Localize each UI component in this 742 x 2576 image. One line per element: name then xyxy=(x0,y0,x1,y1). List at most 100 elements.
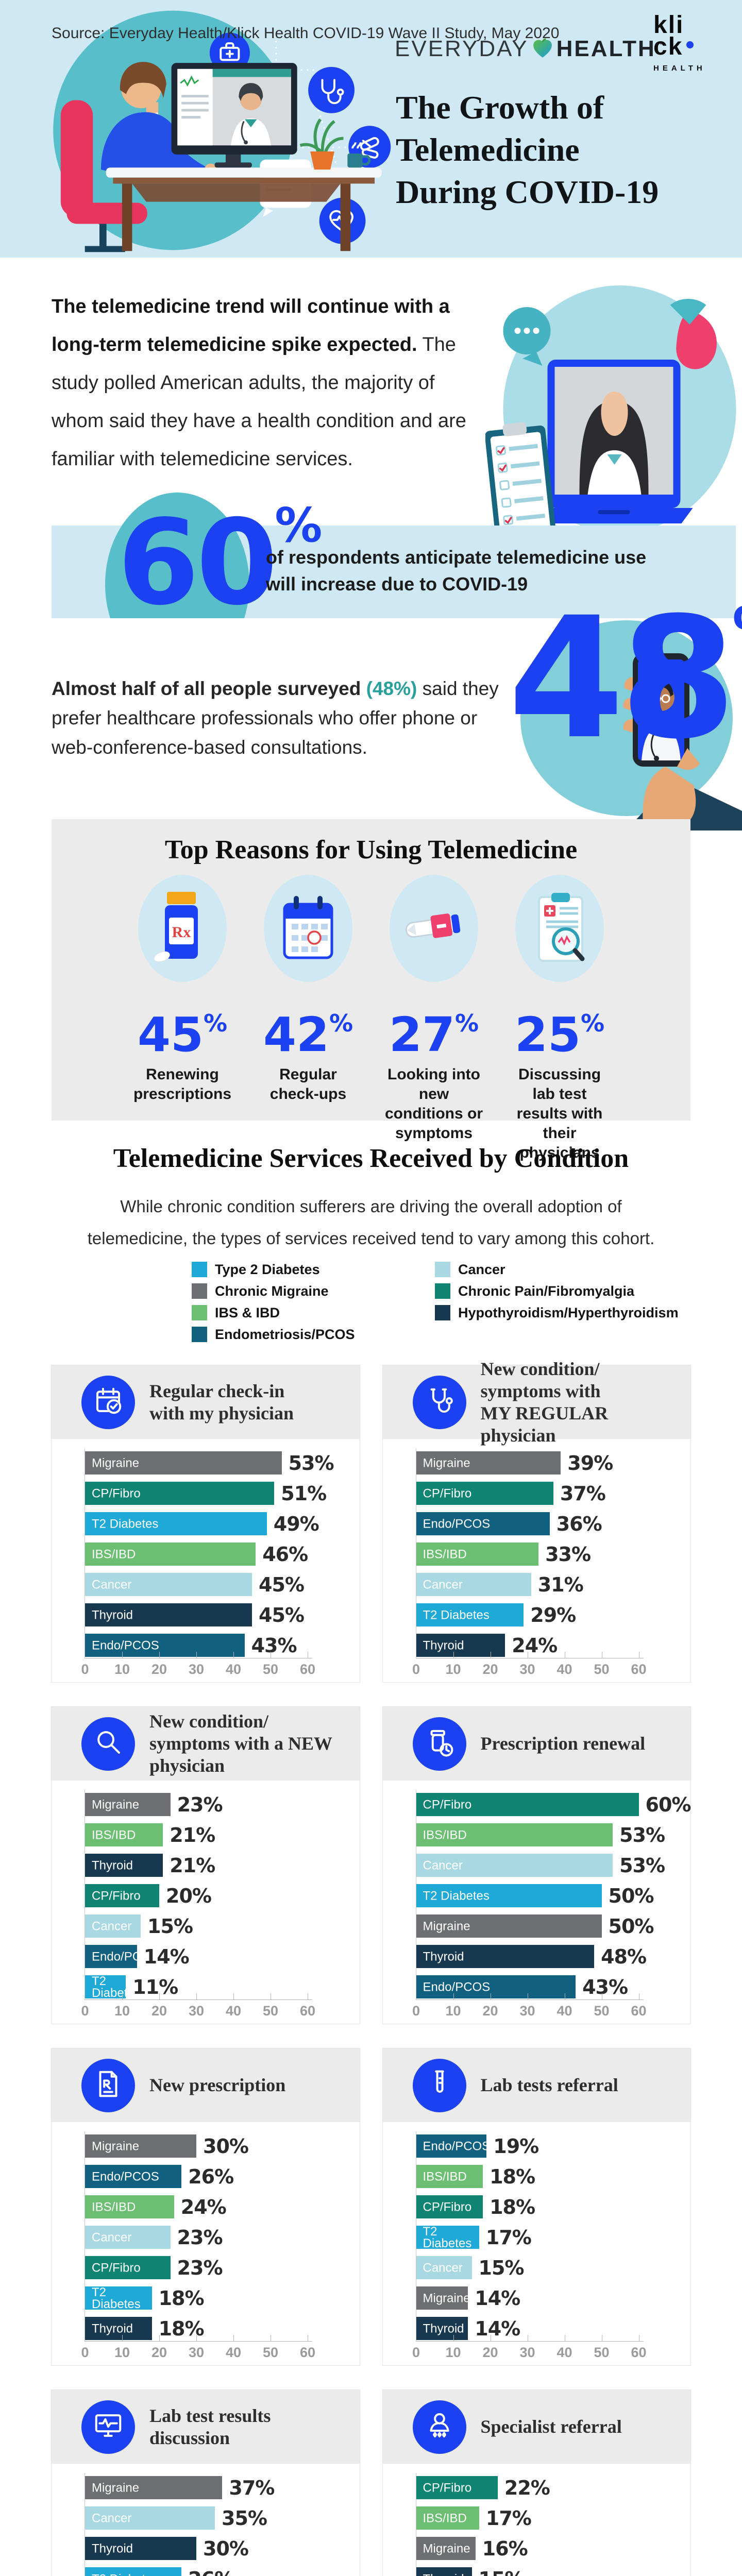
chart-title-line: symptoms with a NEW xyxy=(149,1733,333,1754)
bar: Endo/PCOS xyxy=(416,1975,576,1998)
x-axis-tick-label: 0 xyxy=(412,1662,420,1677)
bar-value-label: 36% xyxy=(556,1513,602,1535)
bar-value-label: 17% xyxy=(485,2507,532,2530)
bar: CP/Fibro xyxy=(85,2256,171,2279)
bar: Thyroid xyxy=(416,1634,505,1657)
x-axis-tick-label: 50 xyxy=(594,1662,610,1677)
title-line-1: The Growth of xyxy=(396,89,604,126)
bar-value-label: 15% xyxy=(479,2568,525,2576)
bar-category-label: Cancer xyxy=(92,1919,132,1933)
bar-value-label: 14% xyxy=(143,1945,190,1968)
chart-title-line: New condition/ xyxy=(149,1711,269,1732)
bar-category-label: Thyroid xyxy=(423,1638,464,1652)
legend-label: IBS & IBD xyxy=(215,1304,280,1320)
x-axis-tick-label: 20 xyxy=(151,2003,167,2019)
bar-category-label: Cancer xyxy=(92,2230,132,2244)
bar-category-label: T2 Diabetes xyxy=(92,2285,141,2311)
bar-category-label: CP/Fibro xyxy=(423,2200,472,2214)
chart-card-header: Regular check-in with my physician xyxy=(52,1365,360,1439)
bar: T2 Diabetes xyxy=(416,1603,524,1626)
chart-card-header: Specialist referral xyxy=(382,2390,690,2464)
x-axis-tick-label: 50 xyxy=(262,2003,279,2019)
bar-category-label: Endo/PCOS xyxy=(92,1950,159,1963)
x-axis-tick xyxy=(122,1993,123,1999)
trademark: ™ xyxy=(656,40,666,48)
bar-value-label: 21% xyxy=(170,1854,215,1877)
reason-value: 45% xyxy=(137,1007,228,1062)
bar-value-label: 48% xyxy=(601,1945,647,1968)
stat-60-caption: of respondents anticipate telemedicine u… xyxy=(266,544,646,598)
bar: Migraine xyxy=(85,1793,171,1816)
clipboard xyxy=(485,422,556,538)
legend-label: Endometriosis/PCOS xyxy=(215,1326,355,1342)
bar-value-label: 24% xyxy=(180,2196,227,2218)
source-text: Source: Everyday Health/Klick Health COV… xyxy=(52,25,560,42)
heart-apple-icon xyxy=(533,38,552,58)
telemedicine-desk-illustration xyxy=(53,10,391,252)
chart-title-line: symptoms with xyxy=(480,1380,601,1401)
chart-title: New prescription xyxy=(149,2074,285,2096)
x-axis-tick-label: 20 xyxy=(151,1662,167,1677)
chart-icon-circle xyxy=(81,1717,135,1771)
bar: IBS/IBD xyxy=(85,2195,174,2218)
bar-category-label: IBS/IBD xyxy=(423,1547,467,1561)
x-axis-tick-label: 40 xyxy=(556,2003,572,2019)
bar-category-label: T2 Diabetes xyxy=(423,1889,490,1903)
reason-value: 25% xyxy=(514,1007,605,1062)
bar: CP/Fibro xyxy=(416,1482,553,1505)
bar: Cancer xyxy=(416,1573,531,1596)
chart-title: Prescription renewal xyxy=(481,1733,646,1755)
bar-value-label: 22% xyxy=(504,2477,550,2499)
bar-category-label: IBS/IBD xyxy=(92,1547,136,1561)
chart-title-line: MY REGULAR physician xyxy=(480,1402,609,1446)
reason-item: 27% Looking into new conditions or sympto… xyxy=(380,875,487,1163)
legend-item: Chronic Migraine xyxy=(192,1280,355,1302)
bar: Cancer xyxy=(85,2226,171,2249)
legend-column-left: Type 2 Diabetes Chronic Migraine IBS & IBD… xyxy=(192,1259,355,1345)
bar-value-label: 60% xyxy=(645,1793,692,1816)
bar-value-label: 45% xyxy=(259,1573,305,1596)
bar: Migraine xyxy=(85,2476,223,2499)
chart-plot-area: Migraine 30% Endo/PCOS 26% IBS/IBD 24% Cancer 2… xyxy=(52,2122,360,2365)
intro-body-text: The study polled American adults, the ma… xyxy=(52,334,466,470)
x-axis-tick-label: 20 xyxy=(482,2003,498,2019)
chart-card-header: New condition/symptoms with a NEW physici… xyxy=(52,1707,360,1781)
bar-value-label: 35% xyxy=(222,2507,267,2530)
bar: CP/Fibro xyxy=(85,1884,159,1907)
bar-value-label: 20% xyxy=(166,1885,212,1907)
bar-category-label: Thyroid xyxy=(423,2573,464,2576)
chart-icon-circle xyxy=(412,2400,466,2454)
calendar-check-icon xyxy=(92,1385,124,1419)
desk xyxy=(106,167,382,251)
reason-item: 42% Regular check-ups xyxy=(255,875,362,1163)
bar: IBS/IBD xyxy=(416,1543,539,1566)
x-axis-tick xyxy=(233,2335,234,2341)
stat-48-paragraph: Almost half of all people surveyed (48%)… xyxy=(52,674,505,762)
bar-category-label: CP/Fibro xyxy=(92,1889,141,1903)
x-axis-tick-label: 60 xyxy=(299,2345,316,2360)
bar: Thyroid xyxy=(85,1854,163,1877)
x-axis-tick xyxy=(233,1652,234,1658)
bar-category-label: Migraine xyxy=(423,1456,470,1470)
bar: IBS/IBD xyxy=(416,1823,613,1846)
bar: Endo/PCOS xyxy=(85,2165,182,2188)
person xyxy=(100,62,217,178)
bar-value-label: 21% xyxy=(170,1824,215,1846)
bar-category-label: Migraine xyxy=(92,1798,140,1811)
reason-icon-badge: Rx xyxy=(138,875,227,982)
bar-value-label: 43% xyxy=(582,1976,628,1998)
reason-label: Discussing lab test results with their p… xyxy=(516,1066,603,1161)
x-axis-tick-label: 30 xyxy=(519,2345,535,2360)
bar-value-label: 46% xyxy=(262,1543,308,1566)
x-axis-tick xyxy=(196,2335,197,2341)
intro-paragraph: The telemedicine trend will continue wit… xyxy=(52,287,490,478)
bar-category-label: IBS/IBD xyxy=(92,2200,136,2214)
logo-word-everyday: EVERYDAY xyxy=(395,36,529,61)
test-tube-icon xyxy=(424,2068,456,2103)
stat-60-number: 60 % xyxy=(117,502,322,622)
bar-value-label: 30% xyxy=(203,2135,249,2158)
bar: Migraine xyxy=(416,2537,476,2560)
stat-48-highlight: (48%) xyxy=(366,678,417,699)
x-axis-tick-label: 30 xyxy=(519,2003,535,2019)
bar: Cancer xyxy=(85,1914,141,1938)
